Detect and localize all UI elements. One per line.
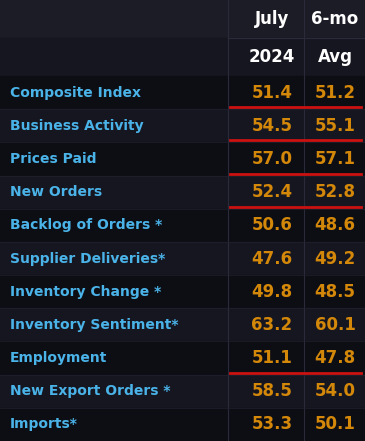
Text: 54.5: 54.5 <box>251 117 292 135</box>
Text: Composite Index: Composite Index <box>10 86 141 100</box>
Text: 52.4: 52.4 <box>251 183 293 201</box>
Text: 47.6: 47.6 <box>251 250 293 268</box>
Bar <box>0 109 365 142</box>
Text: 6-mo: 6-mo <box>311 10 359 28</box>
Bar <box>0 242 365 275</box>
Bar <box>0 408 365 441</box>
Text: Business Activity: Business Activity <box>10 119 143 133</box>
Text: 49.8: 49.8 <box>251 283 293 301</box>
Bar <box>0 308 365 341</box>
Text: New Orders: New Orders <box>10 185 102 199</box>
Text: 48.5: 48.5 <box>315 283 356 301</box>
Bar <box>0 38 365 76</box>
Bar <box>0 0 365 38</box>
Text: 57.1: 57.1 <box>315 150 356 168</box>
Text: 53.3: 53.3 <box>251 415 293 434</box>
Text: Backlog of Orders *: Backlog of Orders * <box>10 218 162 232</box>
Text: Avg: Avg <box>318 48 353 66</box>
Bar <box>0 375 365 408</box>
Text: Inventory Change *: Inventory Change * <box>10 285 161 299</box>
Text: 50.6: 50.6 <box>251 217 292 234</box>
Text: 55.1: 55.1 <box>315 117 356 135</box>
Text: 49.2: 49.2 <box>314 250 356 268</box>
Text: Prices Paid: Prices Paid <box>10 152 96 166</box>
Bar <box>0 209 365 242</box>
Text: Supplier Deliveries*: Supplier Deliveries* <box>10 251 165 265</box>
Text: 47.8: 47.8 <box>314 349 356 367</box>
Bar <box>0 275 365 308</box>
Bar <box>0 341 365 375</box>
Bar <box>0 176 365 209</box>
Text: 2024: 2024 <box>249 48 295 66</box>
Text: Employment: Employment <box>10 351 107 365</box>
Text: 54.0: 54.0 <box>315 382 356 400</box>
Text: 51.1: 51.1 <box>251 349 292 367</box>
Bar <box>0 142 365 176</box>
Text: Imports*: Imports* <box>10 418 78 431</box>
Text: 52.8: 52.8 <box>315 183 356 201</box>
Bar <box>0 76 365 109</box>
Text: July: July <box>255 10 289 28</box>
Text: 58.5: 58.5 <box>251 382 292 400</box>
Text: 51.4: 51.4 <box>251 84 292 101</box>
Text: New Export Orders *: New Export Orders * <box>10 384 170 398</box>
Text: 51.2: 51.2 <box>315 84 356 101</box>
Text: Inventory Sentiment*: Inventory Sentiment* <box>10 318 178 332</box>
Text: 60.1: 60.1 <box>315 316 356 334</box>
Text: 48.6: 48.6 <box>315 217 356 234</box>
Text: 57.0: 57.0 <box>251 150 292 168</box>
Text: 63.2: 63.2 <box>251 316 293 334</box>
Text: 50.1: 50.1 <box>315 415 356 434</box>
